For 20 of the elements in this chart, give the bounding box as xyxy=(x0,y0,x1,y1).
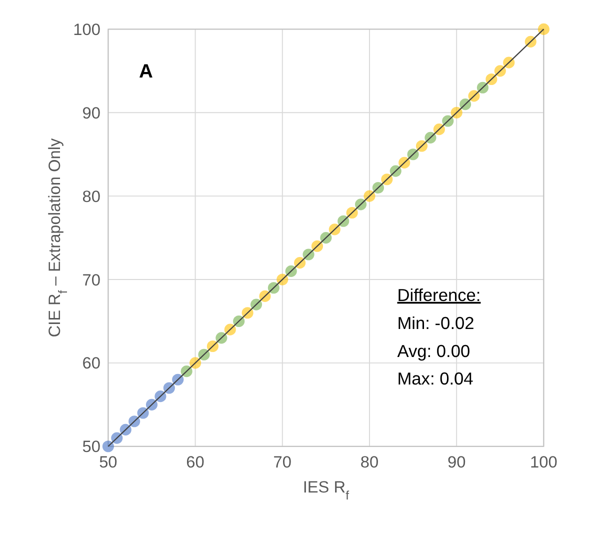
annotation: Max: 0.04 xyxy=(397,368,474,389)
annotation: Min: -0.02 xyxy=(397,312,474,333)
x-tick-label: 80 xyxy=(360,454,379,472)
y-tick-label: 50 xyxy=(82,438,100,456)
x-axis-title: IES R$_{f}$ xyxy=(302,478,350,503)
x-tick-label: 100 xyxy=(530,454,558,472)
x-tick-label: 60 xyxy=(186,454,204,472)
annotation: Difference: xyxy=(397,284,481,305)
y-tick-label: 70 xyxy=(82,271,100,290)
y-tick-label: 80 xyxy=(82,188,100,206)
x-tick-label: 50 xyxy=(99,454,118,472)
y-tick-label: 60 xyxy=(82,354,100,373)
y-tick-label: 100 xyxy=(73,20,100,39)
point xyxy=(538,23,550,35)
annotation: Avg: 0.00 xyxy=(397,340,470,361)
point xyxy=(102,440,114,452)
x-tick-label: 90 xyxy=(447,454,466,472)
x-tick-label: 70 xyxy=(273,454,292,472)
annotation: A xyxy=(139,61,154,82)
y-tick-label: 90 xyxy=(82,104,100,122)
